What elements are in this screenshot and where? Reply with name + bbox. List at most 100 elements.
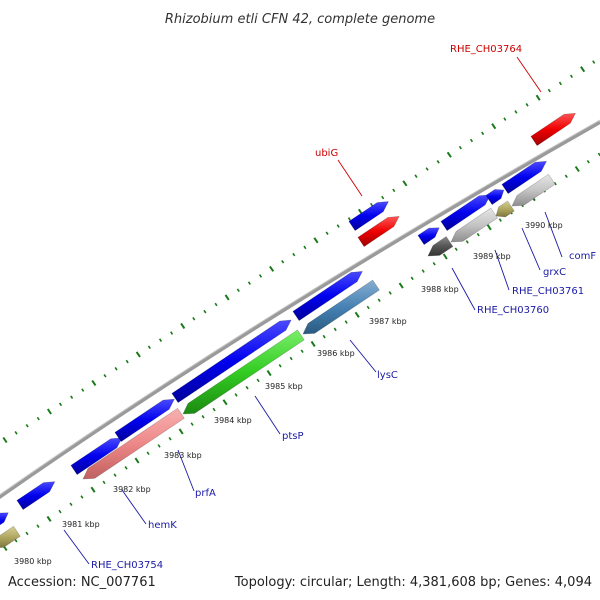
inner-tick [212,407,216,412]
rna-gene-arrow[interactable] [357,216,400,248]
kbp-label-3988: 3988 kbp [421,285,459,294]
gene-label-comf[interactable]: comF [569,251,596,262]
outer-tick-track [2,60,596,444]
gene-label-grxc[interactable]: grxC [543,267,566,278]
outer-tick [392,188,396,193]
gene-label-hemk[interactable]: hemK [148,520,177,531]
forward-gene-arrow[interactable] [348,201,390,232]
outer-tick [91,379,97,386]
inner-tick [25,531,29,536]
outer-tick [503,117,507,121]
inner-tick [410,276,414,281]
inner-tick [398,282,404,289]
forward-gene-arrow[interactable] [16,481,56,511]
reverse-gene-arrow[interactable] [302,279,380,335]
outer-tick [170,331,174,335]
reverse-gene-arrow[interactable] [82,407,185,480]
inner-tick [333,327,337,332]
outer-tick [224,294,230,301]
outer-tick [281,259,285,264]
inner-tick [146,451,150,456]
inner-tick [178,428,184,435]
outer-tick [547,88,551,93]
inner-tick [113,473,117,477]
kbp-label-3985: 3985 kbp [265,382,303,391]
gene-label-rhe-ch03761[interactable]: RHE_CH03761 [512,286,584,297]
gene-labels: RHE_CH03764 ubiG comF grxC RHE_CH03761 R… [91,44,596,571]
label-leader-line [337,159,363,197]
reverse-gene-arrow[interactable] [450,207,498,243]
outer-tick [569,74,574,79]
outer-tick [2,436,8,444]
rna-gene-arrow[interactable] [530,112,577,147]
forward-gene-arrow[interactable] [485,189,505,206]
gene-label-prfa[interactable]: prfA [195,488,216,499]
kbp-label-3983: 3983 kbp [164,451,202,460]
reverse-gene-arrow[interactable] [427,236,454,257]
reverse-gene-arrow[interactable] [182,329,305,415]
gene-label-rhe-ch03764[interactable]: RHE_CH03764 [450,44,522,55]
label-leader-line [121,489,147,525]
map-title: Rhizobium etli CFN 42, complete genome [165,12,435,27]
outer-tick [36,416,40,421]
outer-tick [103,374,107,378]
forward-gene-arrow[interactable] [114,398,175,443]
outer-tick [325,231,329,235]
inner-tick [354,311,360,318]
outer-tick [481,131,485,136]
label-leader-line [521,227,541,271]
inner-tick [564,174,568,179]
inner-tick [14,538,18,543]
gene-label-ptsp[interactable]: ptsP [282,431,304,442]
gene-label-rhe-ch03754[interactable]: RHE_CH03754 [91,560,163,571]
gene-label-lysc[interactable]: lysC [377,370,398,381]
inner-tick [442,253,448,260]
inner-tick [157,444,161,448]
label-leader-line [254,395,281,435]
gene-label-ubig[interactable]: ubiG [315,148,338,159]
reverse-gene-arrow[interactable] [495,200,515,218]
forward-gene-arrow[interactable] [70,437,123,476]
outer-tick [14,431,18,435]
inner-tick [476,232,480,237]
outer-tick [192,316,196,321]
label-leader-line [544,211,563,258]
label-leader-line [349,339,377,373]
inner-tick [465,240,469,244]
outer-tick [381,195,385,200]
inner-tick [300,349,304,354]
outer-tick [214,302,218,307]
inner-tick [388,291,392,295]
reverse-gene-arrow[interactable] [0,525,21,548]
forward-gene-arrow[interactable] [0,512,9,530]
outer-tick [125,359,129,364]
inner-tick [80,495,84,499]
outer-tick [180,322,186,329]
forward-gene-arrow[interactable] [292,271,363,322]
outer-tick [402,180,408,187]
label-leader-line [494,249,510,291]
outer-tick [203,309,207,314]
outer-tick [469,138,474,143]
inner-tick [256,378,260,383]
outer-tick [370,202,374,207]
inner-tick [168,436,172,441]
forward-gene-arrow[interactable] [171,319,292,404]
outer-tick [158,338,163,342]
kbp-label-3981: 3981 kbp [62,520,100,529]
forward-gene-arrow[interactable] [501,160,548,195]
outer-tick [514,110,518,114]
forward-gene-arrow[interactable] [417,227,440,246]
kbp-label-3980: 3980 kbp [14,557,52,566]
gene-label-rhe-ch03760[interactable]: RHE_CH03760 [477,305,549,316]
inner-tick [234,393,238,397]
outer-tick [247,281,251,285]
forward-gene-arrow[interactable] [440,194,492,232]
outer-tick [313,237,319,244]
outer-tick [46,408,52,415]
reverse-gene-arrow[interactable] [511,173,556,207]
inner-tick [90,486,96,493]
outer-tick [592,60,596,64]
outer-tick [580,66,586,73]
